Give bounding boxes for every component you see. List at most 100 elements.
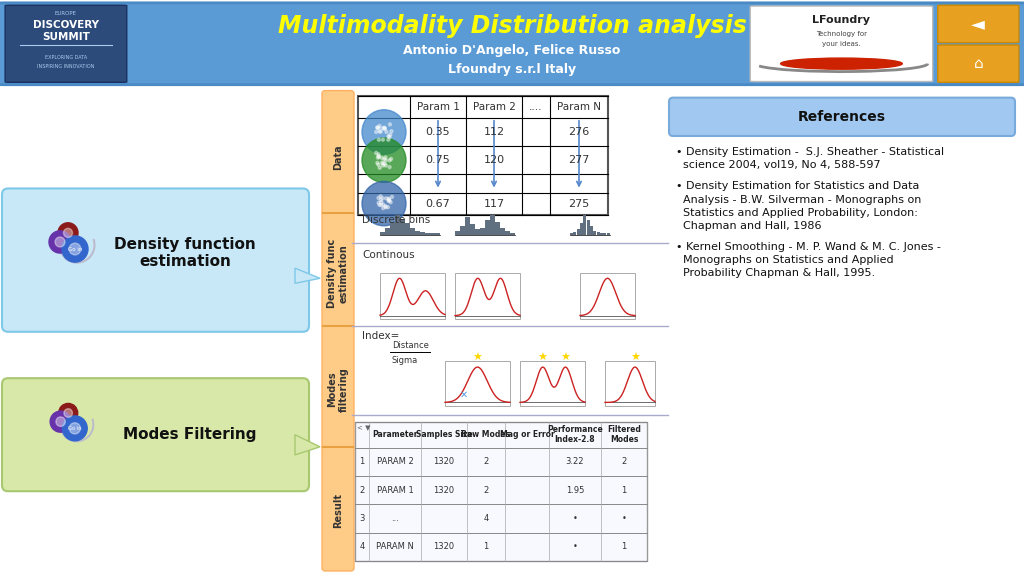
Text: 1320: 1320: [433, 542, 455, 551]
Bar: [505, 231, 510, 235]
Circle shape: [384, 159, 387, 162]
Text: • Density Estimation for Statistics and Data: • Density Estimation for Statistics and …: [676, 181, 920, 191]
Circle shape: [383, 127, 386, 130]
Circle shape: [381, 164, 384, 167]
Text: Sigma: Sigma: [392, 355, 418, 365]
Text: Probability Chapman & Hall, 1995.: Probability Chapman & Hall, 1995.: [676, 268, 876, 278]
Circle shape: [381, 197, 384, 200]
Bar: [410, 228, 415, 235]
Circle shape: [381, 157, 384, 160]
Circle shape: [62, 416, 87, 441]
Circle shape: [63, 228, 73, 237]
Text: Filtered
Modes: Filtered Modes: [607, 425, 641, 445]
Bar: [593, 230, 596, 235]
Text: Monographs on Statistics and Applied: Monographs on Statistics and Applied: [676, 255, 894, 265]
Text: ★: ★: [630, 353, 640, 363]
Circle shape: [384, 206, 387, 209]
Text: 4: 4: [483, 514, 488, 523]
FancyBboxPatch shape: [322, 90, 354, 571]
Circle shape: [378, 156, 381, 158]
Bar: [395, 215, 399, 235]
Text: ....: ....: [529, 102, 543, 112]
Bar: [385, 228, 390, 235]
Text: 0.75: 0.75: [426, 155, 451, 165]
Circle shape: [381, 161, 384, 164]
FancyBboxPatch shape: [358, 96, 608, 215]
Text: 112: 112: [483, 127, 505, 137]
Circle shape: [58, 403, 78, 423]
Text: 1: 1: [359, 457, 365, 467]
Circle shape: [383, 126, 386, 129]
Bar: [430, 233, 435, 235]
Circle shape: [387, 199, 390, 202]
Text: References: References: [798, 110, 886, 124]
Text: 275: 275: [568, 199, 590, 209]
Circle shape: [384, 156, 387, 159]
Bar: [600, 233, 603, 235]
Text: 1: 1: [483, 542, 488, 551]
Text: 1: 1: [622, 486, 627, 495]
Text: 1320: 1320: [433, 457, 455, 467]
Circle shape: [385, 130, 388, 134]
Bar: [603, 233, 606, 235]
Circle shape: [384, 164, 387, 167]
Circle shape: [382, 203, 385, 206]
Text: • Kernel Smoothing - M. P. Wand & M. C. Jones -: • Kernel Smoothing - M. P. Wand & M. C. …: [676, 242, 941, 252]
Text: Param 1: Param 1: [417, 102, 460, 112]
Circle shape: [388, 135, 391, 139]
Bar: [400, 219, 404, 235]
Text: Performance
Index-2.8: Performance Index-2.8: [547, 425, 603, 445]
Polygon shape: [295, 435, 319, 455]
Circle shape: [382, 138, 384, 141]
Circle shape: [379, 130, 382, 133]
Circle shape: [62, 236, 88, 262]
Text: 3: 3: [359, 514, 365, 523]
Circle shape: [56, 417, 66, 426]
Text: Parameter: Parameter: [373, 430, 418, 439]
Circle shape: [382, 207, 385, 210]
Bar: [425, 233, 430, 235]
Text: 0.35: 0.35: [426, 127, 451, 137]
Text: Modes
filtering: Modes filtering: [328, 367, 349, 412]
Circle shape: [70, 243, 81, 255]
FancyBboxPatch shape: [669, 98, 1015, 136]
Text: 1: 1: [622, 542, 627, 551]
Text: 0.67: 0.67: [426, 199, 451, 209]
Bar: [435, 233, 439, 235]
Circle shape: [376, 126, 379, 129]
Bar: [495, 222, 500, 235]
Circle shape: [376, 126, 379, 129]
Text: Analysis - B.W. Silverman - Monographs on: Analysis - B.W. Silverman - Monographs o…: [676, 195, 922, 204]
Circle shape: [380, 200, 383, 203]
Circle shape: [388, 199, 390, 202]
Text: SUMMIT: SUMMIT: [42, 32, 90, 43]
Circle shape: [55, 237, 65, 247]
FancyBboxPatch shape: [2, 188, 309, 332]
Bar: [455, 231, 460, 235]
FancyBboxPatch shape: [0, 3, 1024, 85]
Text: 2: 2: [622, 457, 627, 467]
Text: Data: Data: [333, 145, 343, 170]
Circle shape: [378, 130, 381, 133]
FancyBboxPatch shape: [455, 273, 520, 319]
Bar: [465, 217, 470, 235]
Text: Distance: Distance: [392, 342, 429, 350]
Text: Index=: Index=: [362, 331, 399, 341]
Circle shape: [390, 130, 393, 132]
FancyBboxPatch shape: [938, 45, 1019, 82]
Bar: [490, 215, 495, 235]
Circle shape: [377, 163, 380, 166]
Bar: [380, 232, 385, 235]
Text: Technology for: Technology for: [816, 31, 867, 37]
Text: Chapman and Hall, 1986: Chapman and Hall, 1986: [676, 221, 821, 231]
FancyBboxPatch shape: [5, 5, 127, 82]
Text: DISCOVERY: DISCOVERY: [33, 21, 99, 31]
FancyBboxPatch shape: [751, 6, 933, 82]
Circle shape: [387, 197, 390, 200]
Text: Discrete bins: Discrete bins: [362, 215, 430, 225]
Text: EUROPE: EUROPE: [55, 11, 77, 16]
Text: 117: 117: [483, 199, 505, 209]
FancyBboxPatch shape: [380, 273, 445, 319]
Circle shape: [375, 130, 378, 134]
Text: 2: 2: [359, 486, 365, 495]
